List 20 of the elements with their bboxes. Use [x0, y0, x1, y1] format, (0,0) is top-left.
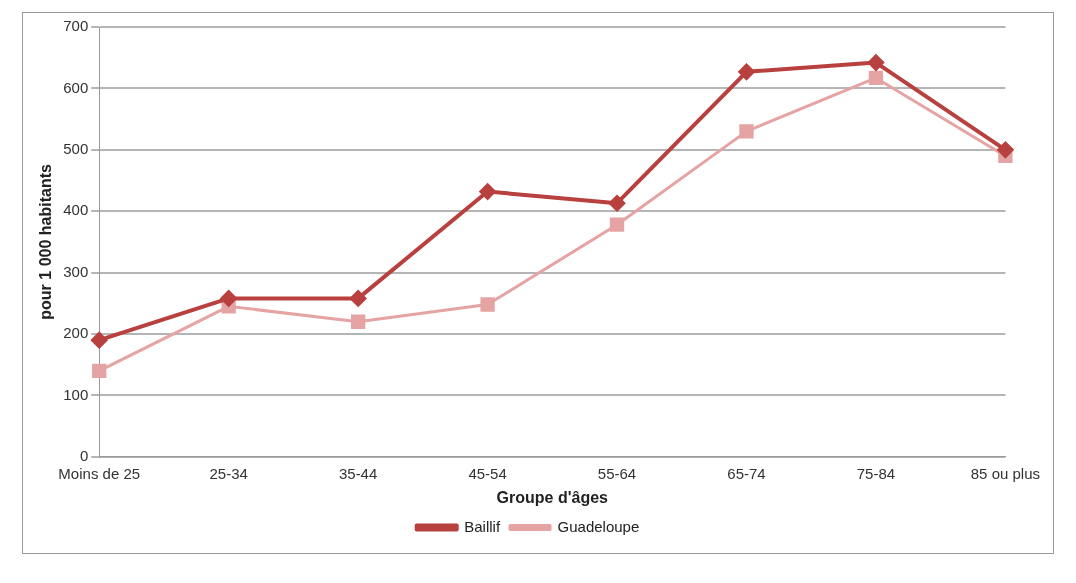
y-tick-label: 200 — [63, 324, 89, 342]
x-tick-label: 35-44 — [338, 464, 378, 482]
x-tick-label: 75-84 — [856, 464, 896, 482]
y-tick-label: 700 — [63, 17, 89, 35]
y-tick-label: 500 — [63, 139, 89, 157]
y-tick-label: 300 — [63, 262, 89, 280]
y-tick-label: 400 — [63, 201, 89, 219]
y-axis-title: pour 1 000 habitants — [37, 164, 55, 320]
y-tick-label: 0 — [79, 446, 89, 464]
x-tick-label: 45-54 — [468, 464, 507, 482]
x-tick-label: 65-74 — [727, 464, 766, 482]
x-tick-label: 25-34 — [209, 464, 248, 482]
legend-label: Guadeloupe — [557, 517, 640, 535]
x-tick-label: Moins de 25 — [58, 464, 141, 482]
y-tick-label: 100 — [63, 385, 89, 403]
x-tick-label: 55-64 — [597, 464, 637, 482]
y-tick-label: 600 — [63, 78, 89, 96]
x-tick-label: 85 ou plus — [970, 464, 1041, 482]
legend-label: Baillif — [464, 517, 501, 535]
x-axis-title: Groupe d'âges — [496, 488, 609, 506]
